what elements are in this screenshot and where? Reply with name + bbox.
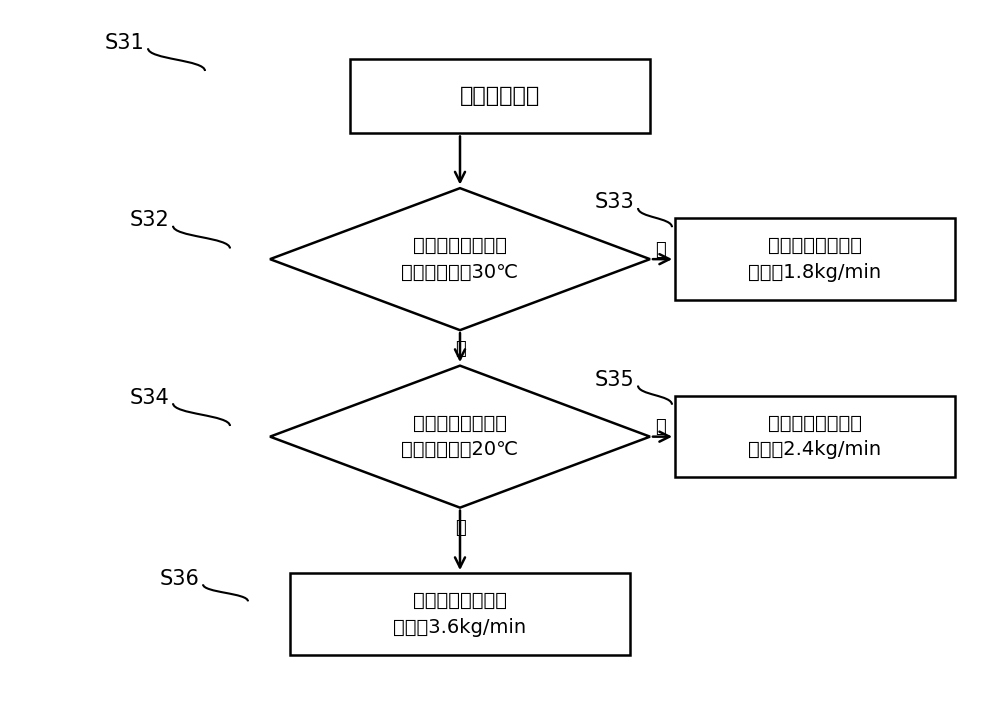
Text: 检测环境温度: 检测环境温度 [460, 86, 540, 106]
Text: S31: S31 [105, 33, 145, 53]
Text: 是: 是 [655, 241, 665, 259]
Text: 控制所述最大加氢
速率为1.8kg/min: 控制所述最大加氢 速率为1.8kg/min [748, 236, 882, 282]
Bar [350, 59, 650, 133]
Bar [675, 219, 955, 300]
Text: 是: 是 [655, 418, 665, 437]
Polygon shape [270, 366, 650, 508]
Text: S33: S33 [595, 192, 635, 212]
Bar [675, 395, 955, 477]
Text: 否: 否 [455, 518, 465, 537]
Text: 控制所述最大加氢
速率为3.6kg/min: 控制所述最大加氢 速率为3.6kg/min [393, 591, 527, 637]
Text: 判断所述环境温度
是否大于等于20℃: 判断所述环境温度 是否大于等于20℃ [402, 414, 518, 459]
Text: 判断所述环境温度
是否大于等于30℃: 判断所述环境温度 是否大于等于30℃ [402, 236, 518, 282]
Text: S34: S34 [130, 388, 170, 408]
Bar [290, 574, 630, 655]
Text: 控制所述最大加氢
速率为2.4kg/min: 控制所述最大加氢 速率为2.4kg/min [748, 414, 882, 459]
Text: S36: S36 [160, 569, 200, 589]
Text: 否: 否 [455, 340, 465, 359]
Text: S35: S35 [595, 370, 635, 390]
Text: S32: S32 [130, 210, 170, 230]
Polygon shape [270, 188, 650, 330]
